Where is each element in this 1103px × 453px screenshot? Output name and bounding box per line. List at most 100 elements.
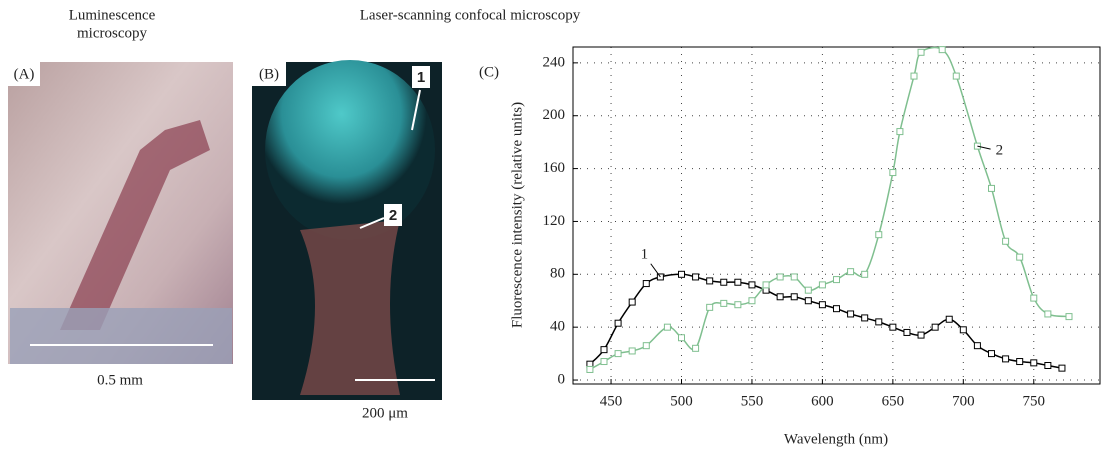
panel-label: (B) bbox=[259, 66, 279, 82]
series-line bbox=[589, 273, 1063, 369]
marker bbox=[931, 323, 939, 331]
marker bbox=[586, 365, 594, 373]
label-bg bbox=[8, 62, 40, 86]
panel-title: Luminescence bbox=[69, 7, 156, 23]
marker bbox=[847, 268, 855, 276]
marker bbox=[748, 281, 756, 289]
y-tick-label: 80 bbox=[550, 266, 565, 282]
marker bbox=[938, 46, 946, 54]
x-axis-label: Wavelength (nm) bbox=[784, 431, 888, 447]
marker bbox=[973, 342, 981, 350]
marker bbox=[804, 286, 812, 294]
x-tick-label: 450 bbox=[600, 393, 623, 409]
marker bbox=[952, 72, 960, 80]
marker bbox=[861, 314, 869, 322]
marker bbox=[734, 301, 742, 309]
y-tick-label: 0 bbox=[558, 371, 566, 387]
marker bbox=[1030, 359, 1038, 367]
marker bbox=[734, 278, 742, 286]
marker bbox=[1016, 358, 1024, 366]
y-tick-label: 240 bbox=[543, 54, 566, 70]
photo-b-stem bbox=[300, 220, 400, 395]
marker bbox=[642, 342, 650, 350]
marker bbox=[1002, 237, 1010, 245]
marker bbox=[861, 270, 869, 278]
marker bbox=[642, 280, 650, 288]
marker bbox=[818, 301, 826, 309]
y-axis-label: Fluorescence intensity (relative units) bbox=[509, 102, 525, 328]
marker bbox=[847, 310, 855, 318]
callout-bg bbox=[384, 204, 402, 226]
y-tick-label: 40 bbox=[550, 319, 565, 335]
callout-bg bbox=[412, 66, 430, 88]
marker bbox=[910, 72, 918, 80]
panel-label: (A) bbox=[14, 66, 35, 82]
marker bbox=[776, 273, 784, 281]
marker bbox=[818, 281, 826, 289]
series-line bbox=[589, 46, 1070, 371]
marker bbox=[903, 328, 911, 336]
marker bbox=[875, 318, 883, 326]
marker bbox=[1044, 361, 1052, 369]
marker bbox=[678, 334, 685, 342]
photo-a-shape bbox=[60, 120, 210, 330]
marker bbox=[628, 298, 636, 306]
series-label: 2 bbox=[996, 143, 1004, 159]
scale-label: 0.5 mm bbox=[97, 372, 143, 388]
marker bbox=[628, 347, 636, 355]
y-tick-label: 160 bbox=[543, 160, 566, 176]
marker bbox=[1030, 294, 1038, 302]
panel-title: microscopy bbox=[77, 25, 147, 41]
callout: 2 bbox=[389, 207, 397, 224]
x-tick-label: 600 bbox=[811, 393, 834, 409]
marker bbox=[790, 293, 798, 301]
marker bbox=[917, 331, 925, 339]
marker bbox=[833, 305, 840, 313]
marker bbox=[1002, 355, 1010, 363]
x-tick-label: 500 bbox=[670, 393, 693, 409]
marker bbox=[692, 344, 700, 352]
photo-b-shape bbox=[265, 60, 435, 240]
panel-label: (C) bbox=[479, 64, 499, 80]
marker bbox=[945, 315, 953, 323]
marker bbox=[959, 326, 967, 334]
marker bbox=[1044, 310, 1052, 318]
marker bbox=[988, 184, 995, 192]
marker bbox=[1016, 253, 1024, 261]
x-tick-label: 700 bbox=[952, 393, 975, 409]
x-tick-label: 550 bbox=[741, 393, 764, 409]
marker bbox=[762, 281, 770, 289]
marker bbox=[790, 273, 798, 281]
scale-label: 200 μm bbox=[362, 405, 408, 421]
marker bbox=[706, 277, 714, 285]
marker bbox=[833, 276, 840, 284]
marker bbox=[1065, 313, 1073, 321]
marker bbox=[614, 350, 622, 358]
marker bbox=[804, 297, 812, 305]
marker bbox=[614, 319, 622, 327]
marker bbox=[600, 358, 608, 366]
marker bbox=[889, 169, 897, 177]
marker bbox=[889, 323, 897, 331]
plot-frame bbox=[572, 46, 1101, 385]
label-leader bbox=[650, 263, 661, 278]
x-tick-label: 750 bbox=[1023, 393, 1046, 409]
marker bbox=[720, 278, 728, 286]
marker bbox=[678, 270, 685, 278]
photo-a-bar bbox=[10, 308, 232, 364]
callout: 1 bbox=[417, 69, 425, 86]
marker bbox=[988, 350, 995, 358]
marker bbox=[720, 299, 728, 307]
label-bg bbox=[252, 62, 286, 86]
x-tick-label: 650 bbox=[882, 393, 905, 409]
marker bbox=[706, 303, 714, 311]
series-label: 1 bbox=[641, 246, 649, 262]
marker bbox=[776, 293, 784, 301]
marker bbox=[663, 323, 671, 331]
marker bbox=[917, 48, 925, 56]
y-tick-label: 120 bbox=[543, 213, 566, 229]
callout-line bbox=[411, 89, 421, 131]
marker bbox=[600, 346, 608, 354]
callout-line bbox=[359, 217, 385, 229]
